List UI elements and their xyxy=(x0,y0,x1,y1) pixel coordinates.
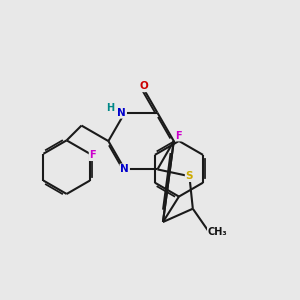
Text: CH₃: CH₃ xyxy=(208,226,227,236)
Text: F: F xyxy=(89,150,96,160)
Text: F: F xyxy=(176,130,182,141)
Text: S: S xyxy=(186,171,193,181)
Text: N: N xyxy=(117,108,126,118)
Text: O: O xyxy=(139,81,148,91)
Text: H: H xyxy=(106,103,114,113)
Text: N: N xyxy=(120,164,129,174)
